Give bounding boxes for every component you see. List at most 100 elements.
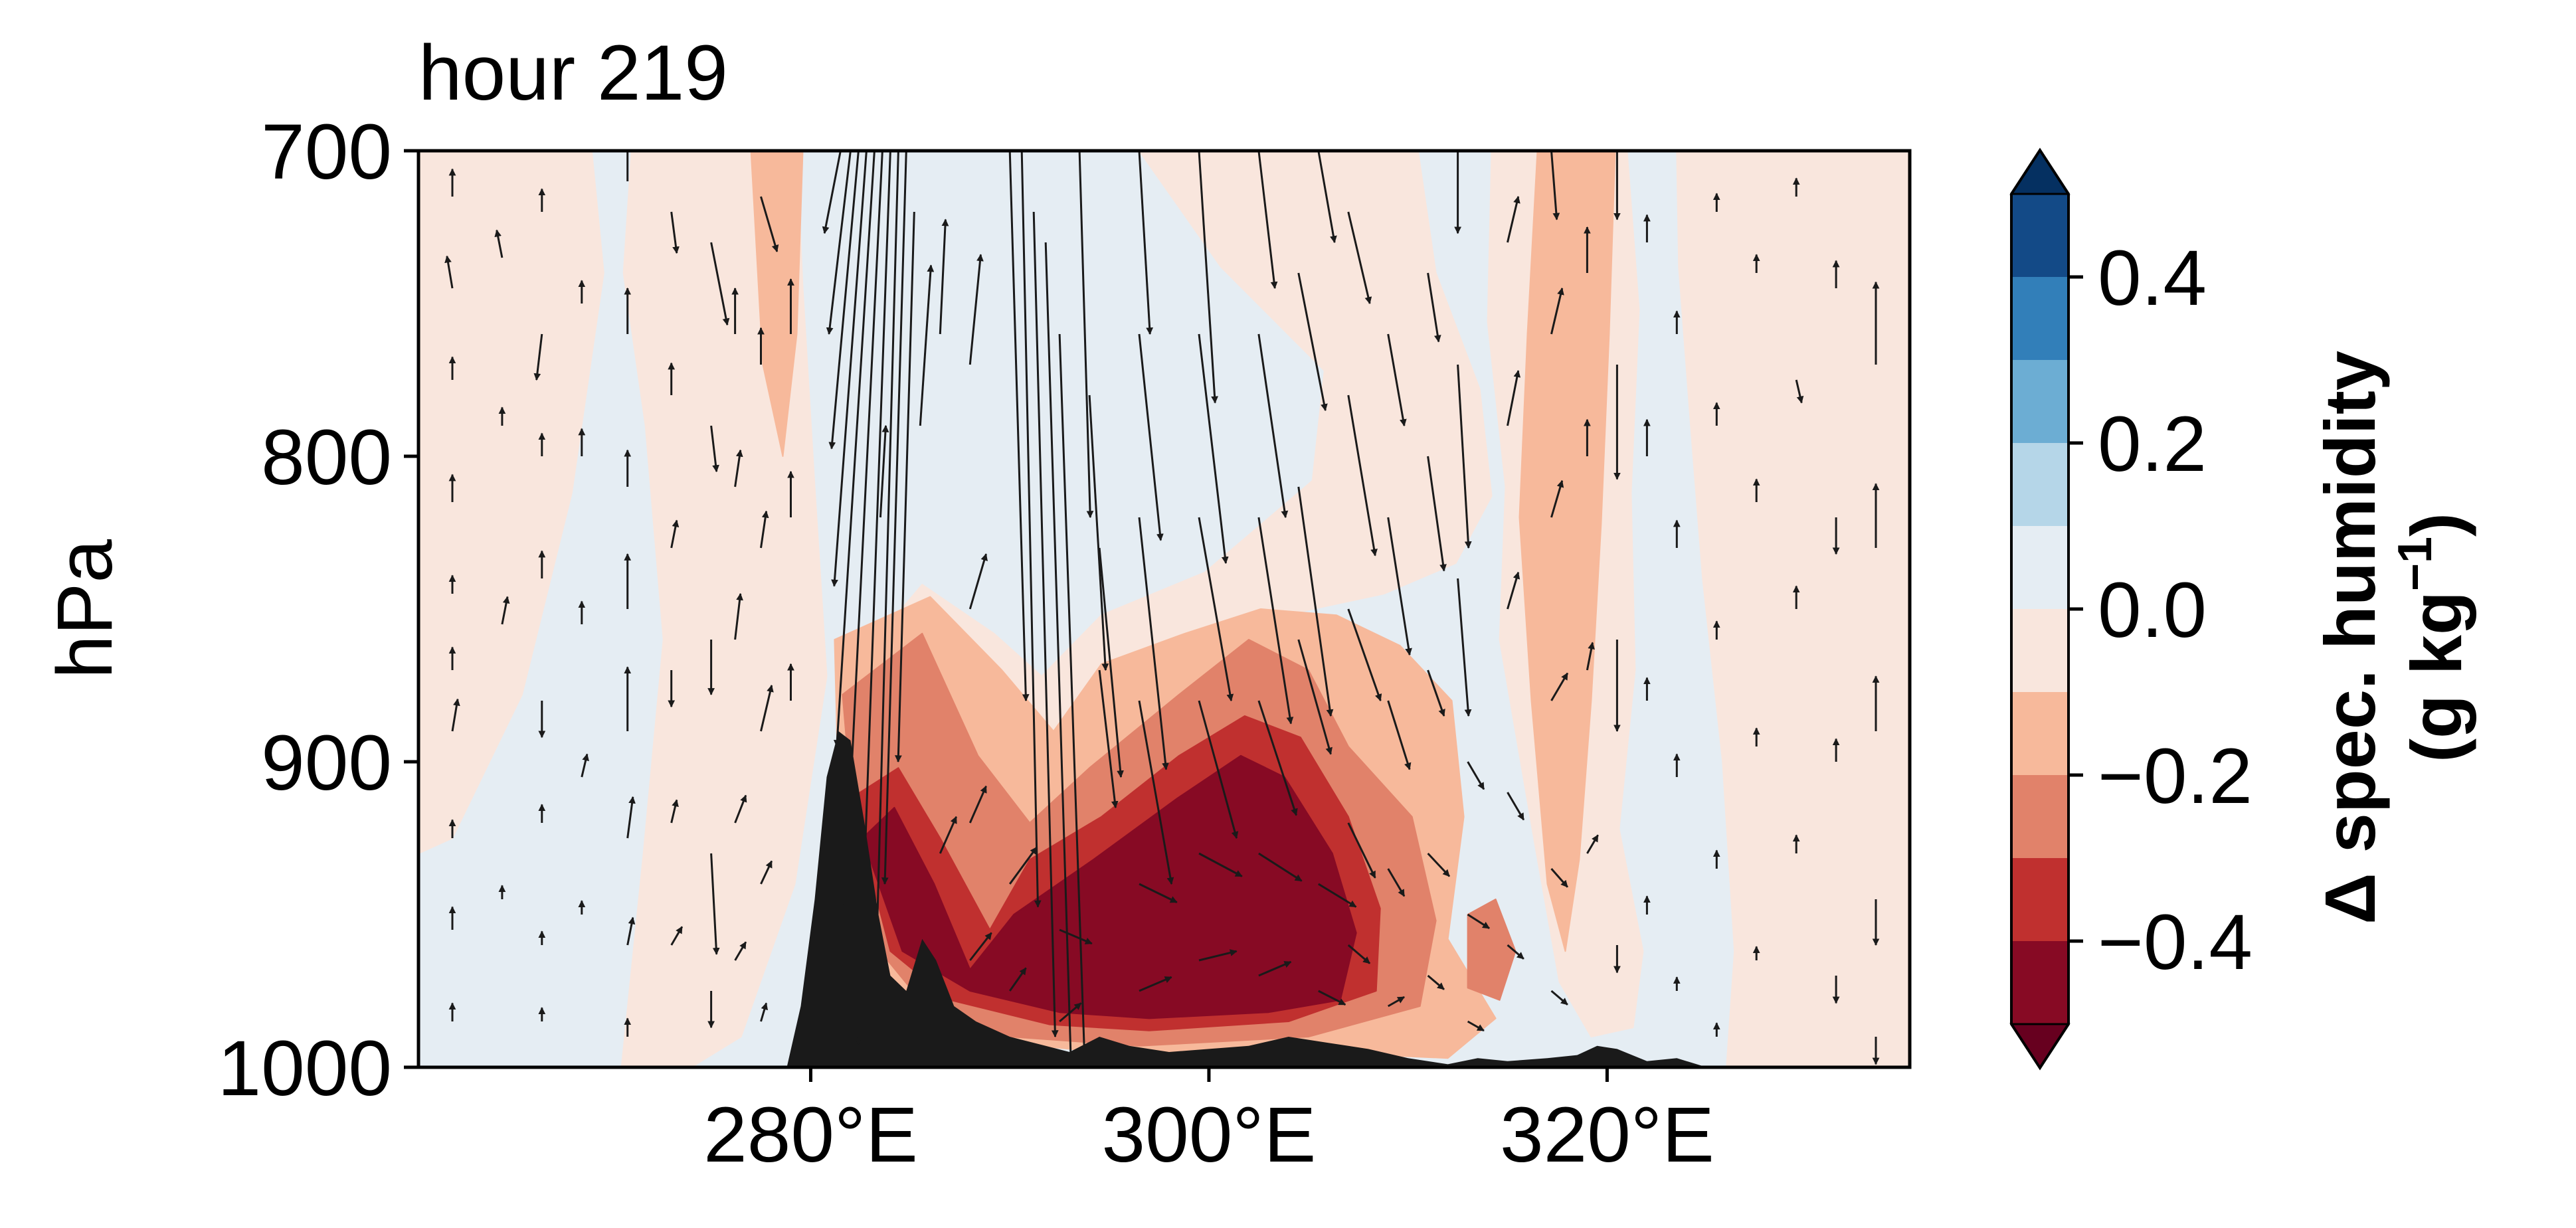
wind-vector-125: [1387, 517, 1412, 656]
wind-vector-88: [1078, 151, 1094, 519]
wind-vector-142: [1507, 571, 1520, 610]
wind-vector-144: [1507, 944, 1524, 960]
colorbar-label-units: (g kg: [2396, 591, 2476, 762]
y-axis-label: hPa: [41, 539, 129, 679]
wind-vector-100: [1198, 151, 1218, 404]
colorbar-cell-7: [2011, 360, 2069, 443]
wind-vector-177: [1795, 379, 1804, 404]
wind-vector-78: [968, 553, 988, 610]
wind-vector-74: [939, 219, 949, 335]
wind-vector-137: [1467, 761, 1485, 790]
wind-vector-55: [760, 684, 774, 732]
wind-vector-102: [1198, 517, 1234, 702]
wind-vector-56: [760, 860, 773, 885]
wind-vector-81: [1008, 151, 1030, 702]
wind-vector-91: [1098, 669, 1119, 809]
contour-region-17: [1467, 899, 1517, 1001]
wind-vector-25: [581, 753, 589, 778]
wind-vector-150: [1550, 990, 1568, 1006]
wind-vector-67: [841, 151, 883, 908]
wind-vector-115: [1317, 151, 1337, 244]
wind-vector-32: [626, 796, 636, 839]
wind-vector-116: [1318, 883, 1357, 908]
wind-vector-94: [1138, 151, 1154, 335]
wind-vector-111: [1258, 960, 1292, 977]
colorbar-tick-label-0: 0.4: [2098, 234, 2207, 322]
wind-vector-77: [968, 254, 984, 365]
wind-vector-92: [1059, 928, 1093, 945]
wind-vector-80: [969, 932, 992, 961]
wind-vector-39: [670, 799, 679, 824]
wind-vector-85: [1058, 333, 1086, 1067]
wind-vector-44: [710, 853, 720, 955]
wind-vector-87: [1008, 967, 1027, 992]
wind-vector-105: [1198, 949, 1238, 962]
wind-vector-37: [670, 519, 680, 549]
wind-vector-15: [533, 333, 543, 381]
colorbar-label-line1: Δ spec. humidity: [2310, 351, 2390, 924]
wind-vector-136: [1457, 578, 1472, 717]
wind-vector-98: [1139, 883, 1178, 903]
wind-vector-76: [970, 82, 975, 151]
colorbar-tick-label-3: −0.2: [2098, 733, 2253, 820]
colorbar-tick-label-2: 0.0: [2098, 567, 2207, 654]
wind-vector-104: [1198, 852, 1243, 877]
wind-vector-49: [734, 592, 743, 640]
terrain-area: [786, 731, 1707, 1067]
wind-vector-148: [1550, 672, 1569, 701]
colorbar-cell-8: [2011, 277, 2069, 360]
wind-vector-118: [1347, 211, 1372, 305]
wind-vector-93: [1059, 1002, 1082, 1023]
wind-vector-70: [881, 151, 907, 885]
wind-vector-120: [1347, 608, 1382, 702]
colorbar-cell-0: [2011, 941, 2069, 1024]
plot-frame: [416, 149, 1912, 1069]
wind-vector-68: [854, 151, 891, 1045]
wind-vector-58: [791, 13, 796, 151]
x-tick-label-1: 300°E: [1102, 1091, 1317, 1179]
x-axis: 280°E 300°E 320°E: [703, 1067, 1714, 1179]
wind-vector-1: [444, 255, 454, 289]
wind-vector-110: [1258, 852, 1303, 882]
colorbar-cell-3: [2011, 692, 2069, 775]
colorbar-tick-label-1: 0.2: [2098, 400, 2207, 488]
colorbar-extend-high: [2009, 148, 2070, 195]
contour-region-8: [418, 151, 604, 854]
wind-vector-63: [826, 151, 852, 335]
wind-vector-108: [1257, 517, 1294, 725]
wind-vector-106: [1257, 151, 1278, 290]
wind-vector-154: [1586, 834, 1599, 854]
wind-vector-41: [710, 242, 730, 326]
wind-vector-145: [1550, 151, 1560, 220]
wind-vector-127: [1387, 868, 1406, 897]
wind-vector-73: [919, 264, 935, 426]
wind-vector-129: [1427, 272, 1441, 343]
wind-vector-51: [734, 941, 747, 961]
wind-vector-82: [1020, 151, 1042, 908]
wind-vector-12: [501, 596, 510, 625]
wind-vector-149: [1550, 868, 1568, 888]
wind-vector-69: [872, 151, 899, 1067]
colorbar-cells: [2011, 194, 2069, 1024]
wind-vector-90: [1098, 547, 1124, 778]
wind-vector-field: [444, 13, 1880, 1067]
colorbar-label-line2: (g kg−1): [2389, 513, 2476, 762]
wind-vector-84: [1044, 242, 1072, 1067]
wind-vector-124: [1387, 333, 1407, 427]
wind-vector-86: [1008, 846, 1038, 885]
wind-vector-6: [451, 698, 460, 732]
y-tick-label-3: 1000: [217, 1025, 392, 1112]
wind-vector-133: [1427, 974, 1445, 990]
wind-vector-128: [1387, 996, 1405, 1008]
wind-vector-40: [670, 926, 684, 946]
wind-vector-132: [1427, 852, 1451, 877]
y-tick-label-2: 900: [261, 719, 392, 807]
wind-vector-33: [626, 917, 636, 946]
x-tick-label-0: 280°E: [703, 1091, 918, 1179]
colorbar-cell-1: [2011, 858, 2069, 941]
wind-vector-62: [822, 151, 842, 234]
wind-vector-10: [494, 229, 504, 258]
wind-vector-101: [1198, 333, 1229, 565]
terrain-fill: [786, 731, 1707, 1067]
wind-vector-113: [1297, 486, 1334, 717]
